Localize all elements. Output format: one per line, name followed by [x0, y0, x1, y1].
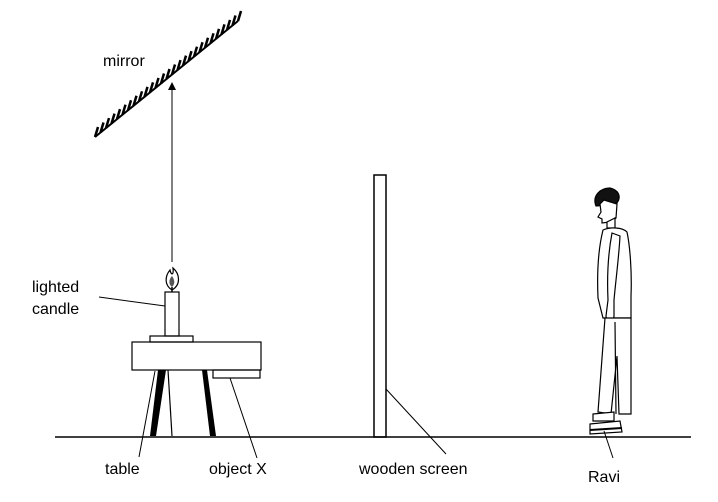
- mirror-label: mirror: [103, 53, 145, 70]
- mirror-hatch-mark: [220, 24, 226, 35]
- mirror-hatch-mark: [110, 113, 116, 124]
- mirror-hatch-mark: [154, 77, 160, 89]
- candle-label-line1: lighted: [32, 279, 79, 296]
- mirror-hatch-mark: [126, 99, 133, 111]
- mirror-hatch-mark: [187, 50, 193, 62]
- mirror-hatch-mark: [132, 95, 138, 107]
- person-label: Ravi: [588, 469, 620, 486]
- screen-leader: [385, 388, 447, 455]
- mirror-hatching: [93, 10, 243, 138]
- object-x-label: object X: [209, 461, 267, 478]
- mirror-hatch-mark: [192, 46, 199, 58]
- mirror-hatch-mark: [137, 90, 144, 102]
- mirror-hatch-mark: [198, 41, 204, 53]
- table-leader: [138, 370, 156, 458]
- mirror-hatch-mark: [181, 55, 188, 66]
- candle-leader: [98, 296, 166, 307]
- mirror-hatch-mark: [159, 73, 166, 84]
- mirror-hatch-mark: [209, 32, 215, 44]
- mirror-hatch-mark: [203, 37, 210, 49]
- mirror-hatch-mark: [236, 10, 243, 22]
- table-leg-right: [202, 370, 216, 436]
- table: [131, 341, 262, 437]
- mirror-hatch-mark: [170, 64, 177, 75]
- mirror-hatch-mark: [99, 122, 105, 133]
- mirror-hatch-mark: [176, 59, 182, 71]
- mirror-hatch-mark: [121, 104, 127, 116]
- mirror-hatch-mark: [148, 82, 155, 93]
- mirror-hatch-mark: [115, 108, 122, 120]
- candle: [164, 291, 180, 337]
- flame-icon: [165, 266, 180, 292]
- mirror-hatch-mark: [225, 19, 232, 31]
- mirror: [93, 10, 243, 138]
- table-label: table: [105, 461, 140, 478]
- mirror-hatch-mark: [214, 28, 221, 40]
- table-leg-left: [150, 370, 166, 436]
- mirror-hatch-mark: [231, 15, 237, 26]
- object-x: [212, 369, 261, 379]
- wooden-screen: [373, 174, 387, 438]
- mirror-hatch-mark: [143, 86, 149, 98]
- object-x-leader: [229, 377, 258, 459]
- ravi-leader: [603, 430, 614, 459]
- mirror-hatch-mark: [104, 117, 111, 129]
- screen-label: wooden screen: [358, 461, 468, 478]
- candle-label-line2: candle: [32, 301, 79, 318]
- candle-holder: [149, 335, 194, 343]
- person-ravi: [589, 187, 632, 435]
- mirror-hatch-mark: [165, 68, 171, 80]
- mirror-hatch-mark: [93, 126, 100, 138]
